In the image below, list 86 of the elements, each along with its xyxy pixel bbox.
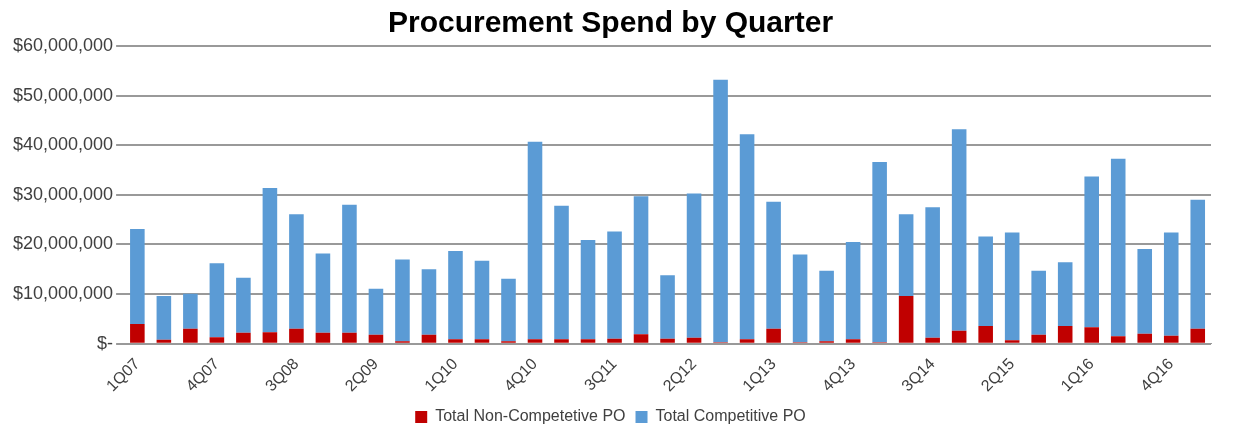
bar <box>1084 176 1099 328</box>
bar <box>978 236 993 326</box>
bar <box>554 339 569 343</box>
bar <box>1137 248 1153 334</box>
bar <box>978 325 993 343</box>
bar <box>633 334 649 343</box>
bar <box>1057 262 1073 326</box>
bar <box>130 229 145 324</box>
bar <box>315 332 331 343</box>
bar <box>262 332 278 343</box>
bar <box>421 269 437 335</box>
bar <box>739 339 755 343</box>
bar <box>209 337 225 343</box>
bar <box>448 339 463 343</box>
y-tick-label: $50,000,000 <box>12 84 114 105</box>
bar <box>1004 340 1020 343</box>
bar <box>766 328 781 343</box>
bar <box>766 201 781 329</box>
bar <box>368 288 384 335</box>
bar <box>342 204 357 333</box>
bar <box>289 214 304 329</box>
bar <box>713 79 728 343</box>
bar <box>236 277 251 333</box>
y-tick-label: $40,000,000 <box>12 134 114 155</box>
bar <box>1110 158 1126 337</box>
legend-label: Total Competitive PO <box>655 407 806 425</box>
bar <box>580 339 596 343</box>
bar <box>156 296 172 340</box>
bar <box>421 334 437 343</box>
bar <box>925 207 940 338</box>
bar <box>792 254 808 343</box>
bar <box>262 187 278 333</box>
bar <box>925 337 940 343</box>
bar <box>236 332 251 343</box>
bar <box>395 259 410 342</box>
bar <box>1137 333 1153 343</box>
chart-title: Procurement Spend by Quarter <box>387 5 834 39</box>
bar <box>1057 325 1073 343</box>
y-tick-label: $20,000,000 <box>12 233 114 254</box>
bar <box>130 323 145 343</box>
bar <box>1163 335 1179 343</box>
bar <box>739 134 755 340</box>
bar <box>660 338 675 343</box>
bar <box>342 332 357 343</box>
bar <box>368 334 384 343</box>
bar <box>686 337 702 343</box>
y-tick-label: $10,000,000 <box>12 283 114 304</box>
bar <box>315 253 331 333</box>
y-tick-label: $- <box>97 332 114 353</box>
bar <box>474 260 490 340</box>
bar <box>156 339 172 343</box>
y-tick-label: $60,000,000 <box>12 34 114 55</box>
bar <box>1190 199 1206 329</box>
bar <box>1110 336 1126 343</box>
bar <box>845 339 861 343</box>
bar <box>845 242 861 340</box>
bar <box>1031 270 1046 335</box>
bar <box>686 193 702 338</box>
legend-label: Total Non-Competetive PO <box>435 407 626 425</box>
bar <box>607 338 622 343</box>
bar <box>819 270 834 342</box>
bar <box>527 339 543 343</box>
bar <box>951 129 967 331</box>
bar <box>554 205 569 340</box>
bar <box>607 231 622 339</box>
bar <box>951 330 967 343</box>
bar <box>448 250 463 340</box>
bar <box>580 240 596 340</box>
bar <box>633 196 649 335</box>
y-tick-label: $30,000,000 <box>12 183 114 204</box>
bar <box>1004 232 1020 341</box>
bar <box>872 162 887 343</box>
bar <box>527 141 543 340</box>
bar <box>289 328 304 343</box>
bar <box>1084 327 1099 343</box>
bar <box>474 339 490 343</box>
bar <box>1190 328 1206 343</box>
bar <box>183 328 198 343</box>
bar <box>660 275 675 339</box>
bar <box>183 293 198 329</box>
bar <box>1031 334 1046 343</box>
bar <box>209 263 225 338</box>
bar <box>898 214 914 297</box>
bar <box>898 296 914 343</box>
bar <box>501 278 516 342</box>
bar <box>1163 232 1179 336</box>
